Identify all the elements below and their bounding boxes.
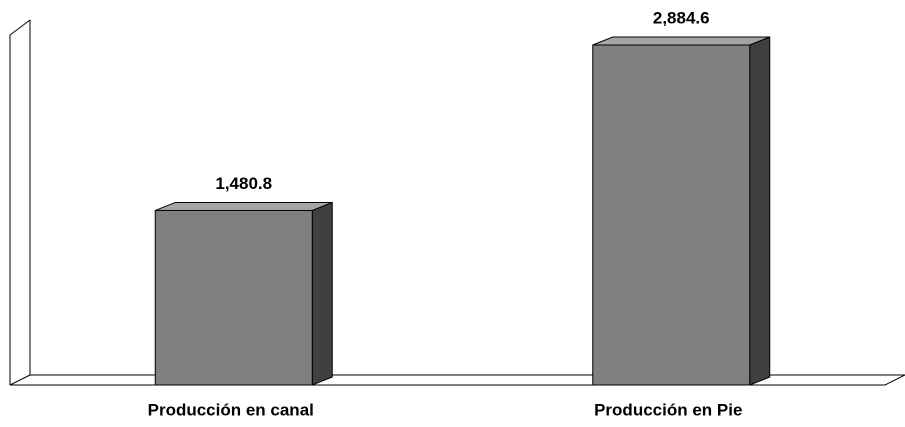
bar-side — [311, 201, 333, 386]
floor-right — [884, 374, 905, 386]
bar-top — [592, 36, 770, 46]
bar — [592, 44, 751, 386]
plot-frame — [9, 19, 905, 386]
x-tick-label: Producción en canal — [148, 400, 314, 419]
x-tick-label: Producción en Pie — [594, 400, 742, 419]
value-label: 1,480.8 — [215, 174, 272, 193]
floor-left — [9, 374, 31, 386]
bar-top — [155, 201, 333, 211]
bar — [154, 209, 313, 386]
side-wall-top — [9, 19, 31, 36]
value-label: 2,884.6 — [653, 8, 710, 27]
bar-side — [749, 36, 771, 386]
